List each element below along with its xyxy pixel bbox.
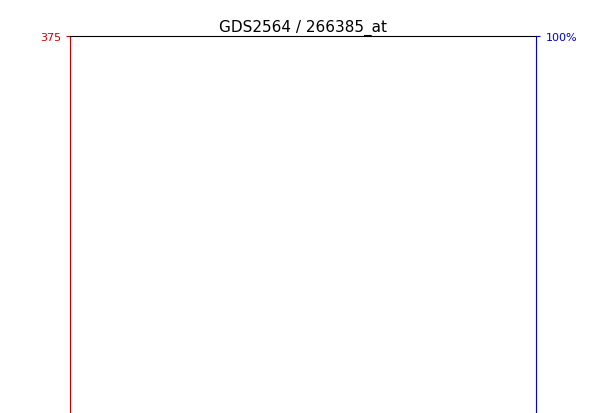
Title: GDS2564 / 266385_at: GDS2564 / 266385_at bbox=[219, 20, 387, 36]
